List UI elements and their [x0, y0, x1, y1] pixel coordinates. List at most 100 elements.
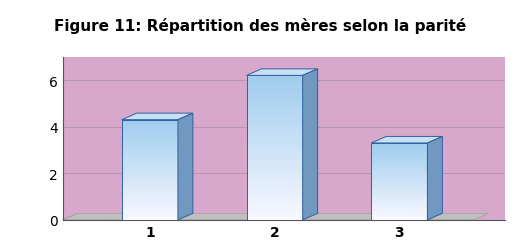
- Bar: [246, 194, 303, 196]
- Bar: [246, 76, 303, 78]
- Bar: [246, 131, 303, 134]
- Bar: [122, 174, 178, 175]
- Bar: [371, 184, 427, 186]
- Bar: [246, 201, 303, 203]
- Bar: [246, 191, 303, 194]
- Bar: [371, 166, 427, 168]
- Bar: [122, 177, 178, 178]
- Bar: [122, 192, 178, 194]
- Bar: [246, 172, 303, 174]
- Bar: [371, 180, 427, 182]
- Bar: [122, 187, 178, 188]
- Bar: [246, 98, 303, 100]
- Bar: [122, 160, 178, 162]
- Bar: [246, 148, 303, 150]
- Bar: [371, 200, 427, 201]
- Bar: [122, 190, 178, 192]
- Bar: [371, 159, 427, 160]
- Bar: [122, 172, 178, 173]
- Bar: [246, 102, 303, 105]
- Bar: [371, 145, 427, 146]
- Bar: [371, 168, 427, 169]
- Bar: [122, 125, 178, 127]
- Bar: [122, 194, 178, 195]
- Bar: [246, 177, 303, 179]
- Bar: [246, 170, 303, 172]
- Bar: [246, 196, 303, 198]
- Bar: [122, 124, 178, 125]
- Bar: [246, 117, 303, 119]
- Bar: [122, 178, 178, 180]
- Bar: [246, 167, 303, 170]
- Bar: [246, 203, 303, 206]
- Bar: [371, 170, 427, 172]
- Bar: [246, 165, 303, 167]
- Bar: [122, 184, 178, 185]
- Bar: [246, 198, 303, 201]
- Bar: [246, 100, 303, 102]
- Bar: [122, 145, 178, 147]
- Bar: [246, 110, 303, 112]
- Polygon shape: [246, 70, 318, 76]
- Bar: [122, 170, 178, 172]
- Bar: [246, 126, 303, 129]
- Bar: [246, 112, 303, 114]
- Bar: [371, 151, 427, 152]
- Bar: [122, 217, 178, 218]
- Bar: [122, 137, 178, 138]
- Bar: [371, 204, 427, 205]
- Bar: [246, 213, 303, 215]
- Bar: [246, 174, 303, 177]
- Bar: [371, 197, 427, 198]
- Bar: [122, 165, 178, 167]
- Bar: [246, 184, 303, 186]
- Bar: [246, 136, 303, 138]
- Bar: [246, 81, 303, 83]
- Bar: [122, 135, 178, 137]
- Bar: [371, 154, 427, 155]
- Bar: [371, 183, 427, 184]
- Bar: [371, 219, 427, 220]
- Polygon shape: [427, 137, 442, 220]
- Bar: [371, 162, 427, 164]
- Bar: [246, 215, 303, 218]
- Bar: [246, 155, 303, 158]
- Bar: [371, 164, 427, 165]
- Bar: [371, 176, 427, 178]
- Bar: [122, 185, 178, 187]
- Bar: [371, 155, 427, 156]
- Bar: [371, 179, 427, 180]
- Bar: [371, 215, 427, 216]
- Bar: [122, 198, 178, 200]
- Bar: [371, 201, 427, 202]
- Bar: [371, 178, 427, 179]
- Bar: [371, 196, 427, 197]
- Bar: [246, 78, 303, 81]
- Bar: [122, 195, 178, 197]
- Bar: [122, 208, 178, 210]
- Bar: [246, 186, 303, 189]
- Bar: [371, 189, 427, 191]
- Bar: [122, 182, 178, 184]
- Bar: [246, 143, 303, 146]
- Bar: [246, 134, 303, 136]
- Bar: [371, 182, 427, 183]
- Bar: [122, 188, 178, 190]
- Bar: [122, 168, 178, 170]
- Bar: [371, 173, 427, 174]
- Bar: [371, 165, 427, 166]
- Bar: [246, 210, 303, 213]
- Bar: [371, 147, 427, 148]
- Bar: [371, 218, 427, 219]
- Bar: [246, 93, 303, 95]
- Bar: [371, 172, 427, 173]
- Bar: [246, 160, 303, 162]
- Bar: [371, 205, 427, 206]
- Bar: [122, 150, 178, 152]
- Polygon shape: [371, 137, 442, 143]
- Bar: [246, 218, 303, 220]
- Bar: [122, 215, 178, 217]
- Bar: [246, 179, 303, 182]
- Bar: [246, 86, 303, 88]
- Bar: [246, 83, 303, 86]
